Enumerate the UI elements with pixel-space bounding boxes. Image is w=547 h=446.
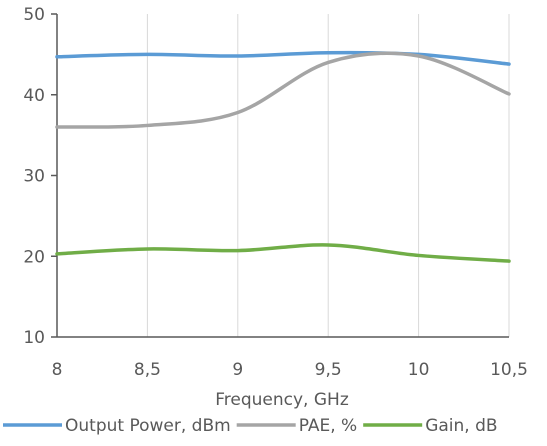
x-tick-labels: 8 8,5 9 9,5 10 10,5 <box>52 360 528 380</box>
legend-item-pae: PAE, % <box>236 416 358 436</box>
x-tick-label: 8,5 <box>134 360 161 380</box>
x-tick-label: 10 <box>408 360 430 380</box>
axes <box>51 13 509 338</box>
grid-lines <box>146 14 510 337</box>
y-tick-labels: 10 20 30 40 50 <box>23 5 45 348</box>
y-tick-label: 20 <box>23 247 45 267</box>
pae-line <box>55 51 511 129</box>
x-tick-label: 8 <box>52 360 63 380</box>
legend: Output Power, dBm PAE, % Gain, dB <box>3 416 498 436</box>
series-lines <box>55 50 511 263</box>
legend-label: Gain, dB <box>425 416 497 436</box>
y-tick-label: 10 <box>23 328 45 348</box>
y-tick-label: 50 <box>23 5 45 25</box>
y-tick-label: 30 <box>23 167 45 187</box>
x-tick-label: 10,5 <box>490 360 528 380</box>
legend-item-output-power: Output Power, dBm <box>3 416 231 436</box>
x-axis-title: Frequency, GHz <box>215 390 349 410</box>
x-tick-label: 9,5 <box>315 360 342 380</box>
y-tick-label: 40 <box>23 86 45 106</box>
legend-item-gain: Gain, dB <box>363 416 498 436</box>
x-tick-label: 9 <box>232 360 243 380</box>
legend-label: PAE, % <box>299 416 358 436</box>
output-power-line <box>55 50 511 66</box>
gain-line <box>55 243 511 263</box>
legend-label: Output Power, dBm <box>65 416 231 436</box>
